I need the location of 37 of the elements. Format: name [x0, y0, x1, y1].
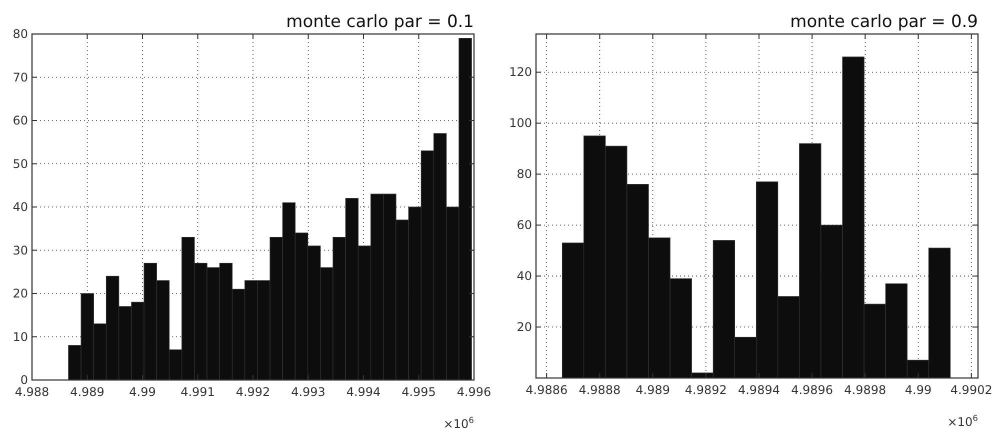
y-tick-label: 10 [12, 330, 28, 344]
y-tick-label: 40 [516, 269, 532, 284]
x-tick-label: 4.9888 [578, 383, 621, 397]
text: ×10$^{6}$ [947, 413, 978, 429]
x-tick-label: 4.9894 [738, 383, 780, 397]
x-tick-label: 4.99 [904, 383, 932, 397]
text: ×10$^{6}$ [443, 415, 474, 431]
y-tick-label: 40 [12, 200, 28, 214]
y-tick-label: 70 [12, 70, 28, 84]
x-tick-label: 4.993 [291, 385, 326, 399]
y-tick-label: 100 [509, 116, 532, 130]
y-tick-label: 80 [516, 167, 532, 182]
x-tick-label: 4.995 [402, 385, 436, 399]
y-tick-label: 60 [516, 218, 532, 232]
x-tick-label: 4.9898 [844, 383, 886, 397]
x-tick-label: 4.9886 [526, 383, 568, 397]
y-tick-label: 20 [516, 320, 532, 334]
x-tick-label: 4.994 [346, 385, 381, 399]
x-tick-label: 4.989 [636, 383, 670, 397]
x-tick-label: 4.9902 [950, 383, 992, 397]
x-tick-label: 4.988 [14, 385, 50, 399]
y-tick-label: 60 [12, 114, 28, 128]
x-tick-label: 4.992 [236, 385, 270, 399]
y-tick-label: 0 [20, 373, 28, 387]
y-tick-label: 120 [509, 65, 532, 80]
chart-title: monte carlo par = 0.1 [286, 12, 474, 32]
chart-title: monte carlo par = 0.9 [790, 12, 978, 32]
y-tick-label: 30 [12, 243, 28, 258]
x-tick-label: 4.99 [129, 385, 156, 399]
y-tick-label: 80 [12, 27, 28, 41]
x-tick-label: 4.9896 [791, 383, 834, 397]
y-tick-label: 50 [12, 156, 28, 171]
x-tick-label: 4.996 [456, 385, 492, 399]
y-tick-label: 20 [12, 286, 28, 300]
x-tick-label: 4.991 [180, 385, 215, 399]
x-tick-label: 4.9892 [684, 383, 727, 397]
x-tick-label: 4.989 [70, 385, 104, 399]
